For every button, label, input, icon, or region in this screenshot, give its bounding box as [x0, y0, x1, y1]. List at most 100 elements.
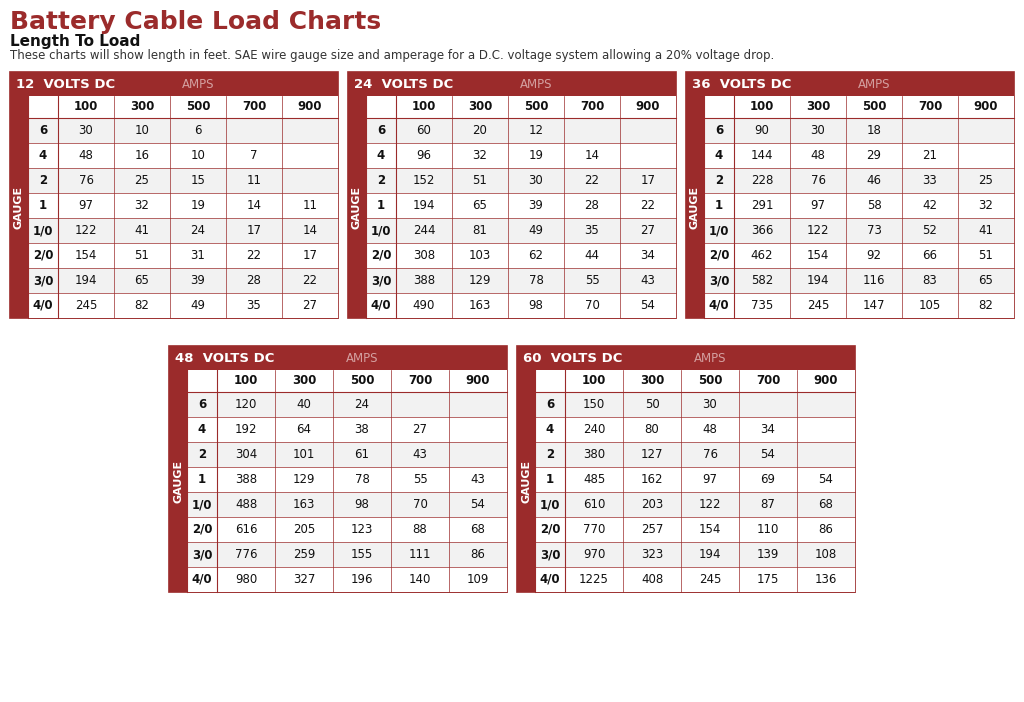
- Text: 48: 48: [79, 149, 93, 162]
- Text: 58: 58: [866, 199, 882, 212]
- Text: 2: 2: [198, 448, 206, 461]
- Text: 308: 308: [413, 249, 435, 262]
- Text: 12: 12: [528, 124, 544, 137]
- Text: 408: 408: [641, 573, 664, 586]
- Text: 194: 194: [413, 199, 435, 212]
- Text: 2: 2: [377, 174, 385, 187]
- Text: 64: 64: [297, 423, 311, 436]
- Text: 304: 304: [234, 448, 257, 461]
- Text: 51: 51: [979, 249, 993, 262]
- Text: 4/0: 4/0: [33, 299, 53, 312]
- Text: 101: 101: [293, 448, 315, 461]
- Text: 900: 900: [466, 374, 490, 388]
- Text: 30: 30: [528, 174, 544, 187]
- Text: 1/0: 1/0: [371, 224, 391, 237]
- Text: 1: 1: [39, 199, 47, 212]
- Text: 245: 245: [698, 573, 721, 586]
- Text: 4: 4: [546, 423, 554, 436]
- Bar: [705, 118, 1014, 143]
- Bar: [366, 118, 676, 143]
- Text: 48  VOLTS DC: 48 VOLTS DC: [175, 352, 274, 364]
- Text: 100: 100: [233, 374, 258, 388]
- Bar: [10, 72, 338, 318]
- Text: Battery Cable Load Charts: Battery Cable Load Charts: [10, 10, 381, 34]
- Text: 35: 35: [247, 299, 261, 312]
- Text: 54: 54: [761, 448, 775, 461]
- Bar: [348, 96, 366, 318]
- Text: AMPS: AMPS: [693, 352, 726, 364]
- Bar: [686, 72, 1014, 96]
- Text: GAUGE: GAUGE: [521, 459, 531, 503]
- Text: AMPS: AMPS: [858, 77, 890, 91]
- Bar: [187, 392, 507, 417]
- Text: GAUGE: GAUGE: [352, 185, 362, 229]
- Bar: [28, 268, 338, 293]
- Bar: [517, 370, 855, 392]
- Text: 30: 30: [702, 398, 718, 411]
- Text: 6: 6: [195, 124, 202, 137]
- Text: 4/0: 4/0: [191, 573, 212, 586]
- Text: 83: 83: [923, 274, 937, 287]
- Bar: [348, 72, 676, 96]
- Text: 194: 194: [698, 548, 721, 561]
- Bar: [169, 370, 187, 592]
- Text: 127: 127: [641, 448, 664, 461]
- Text: 490: 490: [413, 299, 435, 312]
- Text: 28: 28: [247, 274, 261, 287]
- Text: 50: 50: [645, 398, 659, 411]
- Text: 82: 82: [134, 299, 150, 312]
- Text: 96: 96: [417, 149, 431, 162]
- Text: 98: 98: [354, 498, 370, 511]
- Text: 100: 100: [74, 100, 98, 114]
- Text: 51: 51: [472, 174, 487, 187]
- Text: 244: 244: [413, 224, 435, 237]
- Text: 616: 616: [234, 523, 257, 536]
- Bar: [535, 442, 855, 467]
- Text: 22: 22: [247, 249, 261, 262]
- Text: 51: 51: [134, 249, 150, 262]
- Text: 30: 30: [811, 124, 825, 137]
- Text: 70: 70: [585, 299, 599, 312]
- Text: 109: 109: [467, 573, 489, 586]
- Text: 300: 300: [806, 100, 830, 114]
- Text: 17: 17: [640, 174, 655, 187]
- Text: 100: 100: [750, 100, 774, 114]
- Text: 40: 40: [297, 398, 311, 411]
- Text: 43: 43: [413, 448, 427, 461]
- Text: 3/0: 3/0: [371, 274, 391, 287]
- Text: 380: 380: [583, 448, 605, 461]
- Text: 17: 17: [302, 249, 317, 262]
- Text: 36  VOLTS DC: 36 VOLTS DC: [692, 77, 792, 91]
- Text: 32: 32: [472, 149, 487, 162]
- Text: 88: 88: [413, 523, 427, 536]
- Text: 54: 54: [641, 299, 655, 312]
- Bar: [169, 346, 507, 592]
- Text: 100: 100: [412, 100, 436, 114]
- Text: 49: 49: [190, 299, 206, 312]
- Text: 54: 54: [818, 473, 834, 486]
- Text: 110: 110: [757, 523, 779, 536]
- Text: 155: 155: [351, 548, 373, 561]
- Text: 129: 129: [469, 274, 492, 287]
- Text: 3/0: 3/0: [540, 548, 560, 561]
- Text: 123: 123: [351, 523, 373, 536]
- Text: 4/0: 4/0: [371, 299, 391, 312]
- Text: 136: 136: [815, 573, 838, 586]
- Text: 228: 228: [751, 174, 773, 187]
- Text: 700: 700: [756, 374, 780, 388]
- Text: 22: 22: [585, 174, 599, 187]
- Text: 55: 55: [585, 274, 599, 287]
- Text: 1: 1: [546, 473, 554, 486]
- Bar: [366, 293, 676, 318]
- Bar: [517, 370, 535, 592]
- Text: 24: 24: [354, 398, 370, 411]
- Bar: [28, 218, 338, 243]
- Text: 462: 462: [751, 249, 773, 262]
- Text: 98: 98: [528, 299, 544, 312]
- Text: 154: 154: [807, 249, 829, 262]
- Text: 43: 43: [471, 473, 485, 486]
- Text: 2: 2: [546, 448, 554, 461]
- Text: 203: 203: [641, 498, 664, 511]
- Text: 100: 100: [582, 374, 606, 388]
- Bar: [10, 72, 338, 96]
